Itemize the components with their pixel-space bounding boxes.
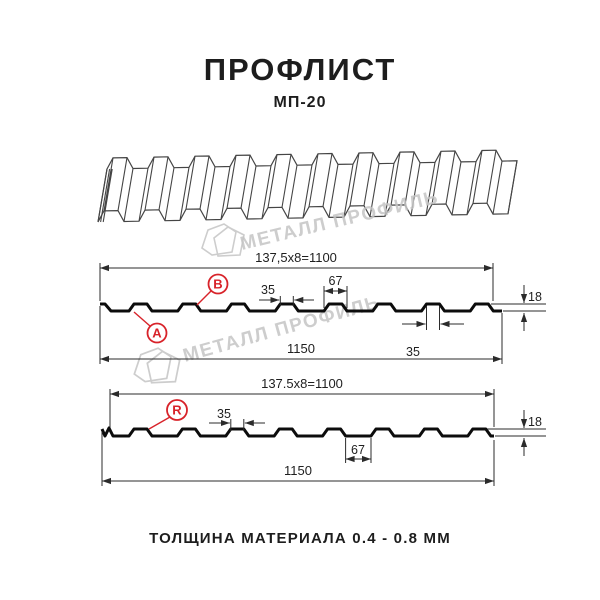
watermark-logo (133, 347, 181, 384)
dim-crest-bottom-label: 35 (217, 407, 231, 421)
dim-overall-bottom-label: 1150 (284, 463, 312, 478)
profile-outline-top (100, 302, 502, 313)
iso-sheet-rib-edges (97, 150, 518, 223)
side-label-r-text: R (172, 403, 182, 418)
profile-model-subtitle: МП-20 (273, 94, 327, 111)
side-label-b-text: B (213, 277, 222, 292)
dim-height-top-label: 18 (528, 290, 542, 304)
material-thickness-note: ТОЛЩИНА МАТЕРИАЛА 0.4 - 0.8 ММ (149, 530, 451, 547)
dim-crest-bottom: 35 (209, 407, 265, 431)
side-label-b: B (196, 273, 229, 306)
page-title: ПРОФЛИСТ (203, 52, 397, 87)
watermark: МЕТАЛЛ ПРОФИЛЬ (133, 292, 382, 384)
dim-overall-bottom: 1150 (101, 432, 495, 486)
dim-overall-top-label: 1150 (287, 341, 315, 356)
dim-flat-top-label: 35 (406, 345, 420, 359)
side-label-a: A (133, 311, 168, 344)
dim-valley-bottom-label: 67 (351, 443, 365, 457)
dim-height-bottom: 18 (487, 410, 546, 456)
dim-pitch-top-label: 137,5x8=1100 (255, 250, 337, 265)
dim-rib-top-label: 67 (329, 274, 343, 288)
label-circle (207, 273, 229, 295)
dim-overall-top: 1150 (99, 306, 503, 364)
watermark-logo (201, 223, 245, 257)
dim-pitch-bottom: 137.5x8=1100 (109, 376, 495, 428)
side-label-r: R (148, 399, 188, 430)
cross-section-bottom: 137.5x8=1100 R 35 (100, 376, 546, 486)
cross-section-top: 137,5x8=1100 B A 35 (99, 250, 546, 364)
iso-sheet-silhouette (97, 149, 518, 223)
dim-flat-top: 35 (402, 306, 464, 359)
profile-outline-bottom (100, 426, 494, 438)
dim-pitch-top: 137,5x8=1100 (99, 250, 494, 301)
dim-height-top: 18 (491, 285, 546, 331)
dim-valley-bottom: 67 (345, 438, 372, 463)
dim-crest-top-label: 35 (261, 283, 275, 297)
dim-pitch-bottom-label: 137.5x8=1100 (261, 376, 343, 391)
dim-rib-top: 67 (323, 274, 348, 308)
side-label-a-text: A (152, 326, 162, 341)
dim-crest-top: 35 (259, 283, 314, 306)
iso-sheet-view (97, 149, 518, 223)
label-circle (166, 399, 188, 421)
label-circle (146, 322, 168, 344)
dim-height-bottom-label: 18 (528, 415, 542, 429)
